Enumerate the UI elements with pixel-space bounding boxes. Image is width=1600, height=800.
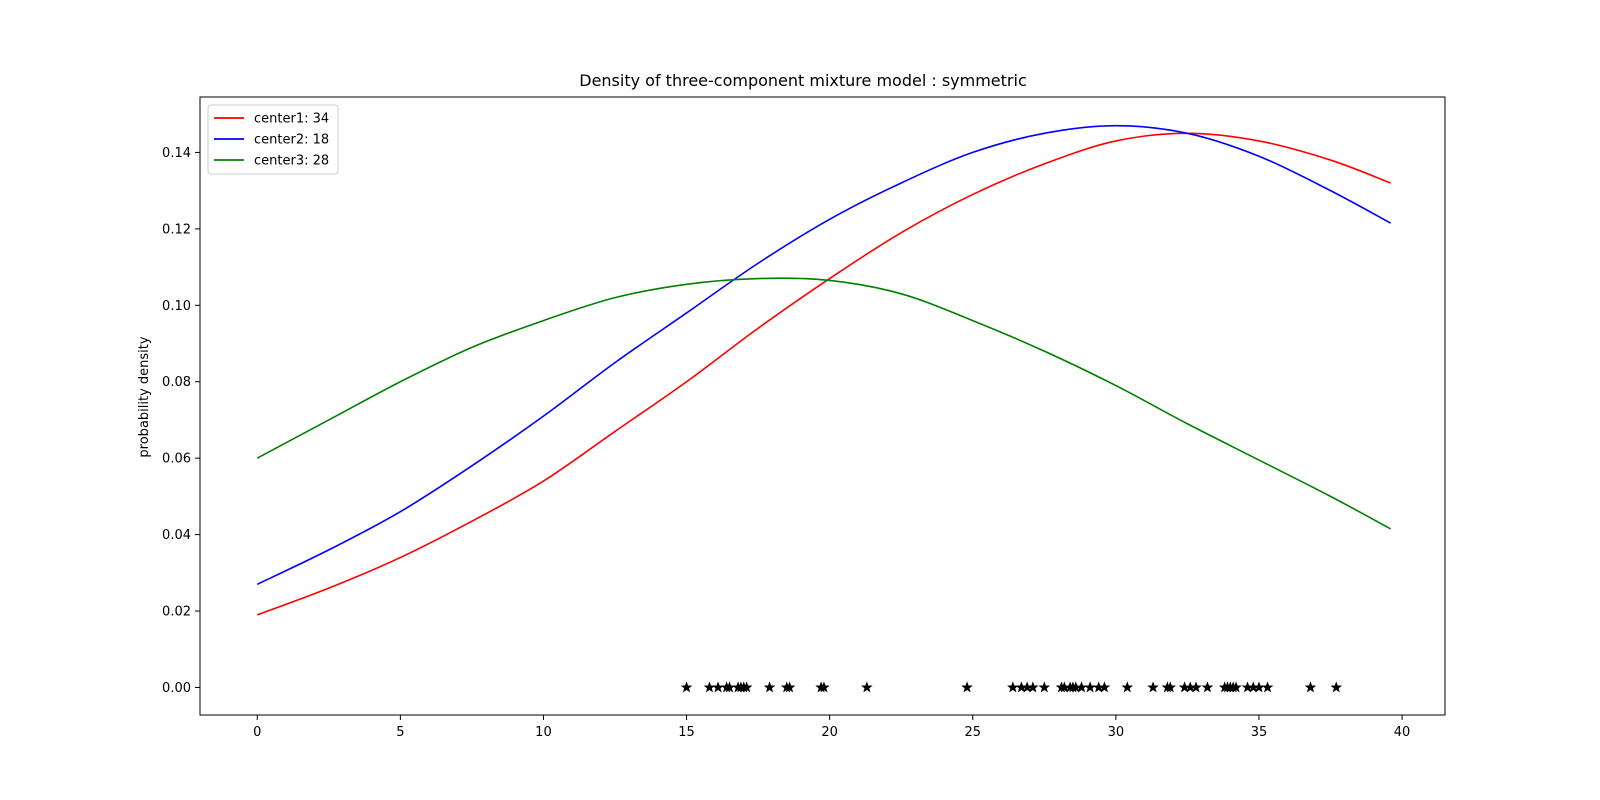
series-line-3 (256, 277, 1392, 530)
legend: center1: 34 center2: 18 center3: 28 (207, 104, 339, 175)
legend-box (207, 104, 339, 175)
sample-point-9 (740, 681, 753, 693)
series-line-2 (256, 124, 1392, 586)
y-tick-label-1: 0.02 (162, 605, 191, 620)
sample-point-15 (861, 681, 873, 693)
samples-layer (680, 681, 1342, 693)
ticks-layer: 0 5 10 15 20 25 30 35 40 0.00 0.02 0.04 0.06 0.08 0.10… (162, 146, 1410, 740)
x-tick-label-8: 40 (1394, 725, 1411, 740)
y-tick-label-5: 0.10 (162, 299, 191, 314)
sample-point-47 (1261, 681, 1274, 693)
series-line-1 (256, 132, 1391, 616)
x-tick-label-1: 5 (396, 725, 404, 740)
sample-point-49 (1330, 681, 1342, 693)
sample-point-38 (1201, 681, 1214, 693)
sample-point-12 (783, 681, 796, 693)
legend-label-1: center1: 34 (254, 112, 329, 127)
sample-point-14 (818, 681, 830, 693)
sample-point-21 (1038, 681, 1051, 693)
sample-point-37 (1190, 681, 1202, 693)
x-tick-label-6: 30 (1108, 725, 1125, 740)
sample-point-43 (1230, 681, 1242, 693)
sample-point-10 (763, 681, 776, 693)
y-tick-label-4: 0.08 (162, 375, 191, 390)
y-tick-label-0: 0.00 (162, 681, 191, 696)
x-tick-label-7: 35 (1251, 725, 1268, 740)
x-tick-label-2: 10 (535, 725, 552, 740)
plot-frame (199, 96, 1446, 716)
y-axis-label: probability density (137, 336, 152, 457)
x-tick-label-4: 20 (821, 725, 838, 740)
legend-label-3: center3: 28 (254, 154, 329, 169)
x-tick-label-5: 25 (964, 725, 981, 740)
y-tick-label-6: 0.12 (162, 222, 191, 237)
legend-label-2: center2: 18 (254, 133, 329, 148)
sample-point-1 (680, 681, 693, 693)
series-layer (256, 124, 1392, 616)
y-tick-label-2: 0.04 (162, 528, 191, 543)
sample-point-48 (1304, 681, 1317, 693)
sample-point-32 (1147, 681, 1159, 693)
y-tick-label-7: 0.14 (162, 146, 191, 161)
plot-area (256, 124, 1392, 693)
x-tick-label-3: 15 (678, 725, 695, 740)
sample-point-16 (961, 681, 973, 693)
x-tick-label-0: 0 (253, 725, 261, 740)
chart-title: Density of three-component mixture model… (579, 71, 1027, 90)
y-tick-label-3: 0.06 (162, 452, 191, 467)
sample-point-31 (1121, 681, 1134, 693)
sample-point-20 (1027, 681, 1039, 693)
sample-point-34 (1164, 681, 1176, 693)
sample-point-30 (1098, 681, 1111, 693)
